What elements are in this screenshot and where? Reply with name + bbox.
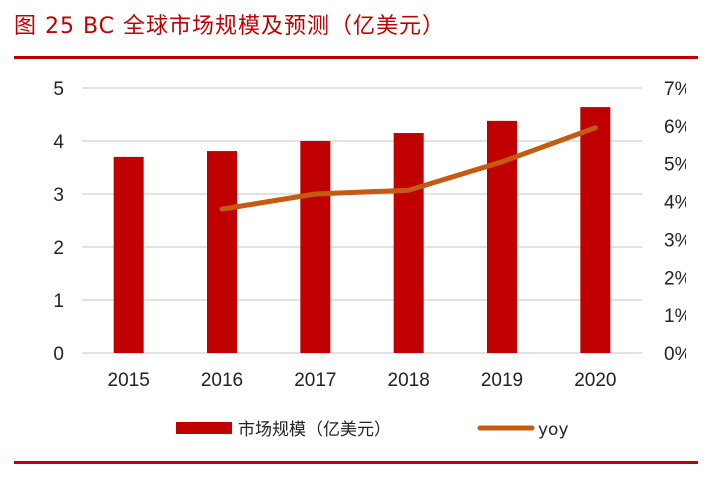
right-tick-label: 1% <box>664 306 692 327</box>
x-tick-label: 2017 <box>294 370 336 391</box>
bottom-rule <box>14 461 698 464</box>
yoy-line <box>219 125 598 212</box>
left-tick-label: 5 <box>53 79 64 100</box>
left-tick-label: 3 <box>53 185 64 206</box>
right-tick-label: 6% <box>664 117 692 138</box>
right-tick-label: 4% <box>664 193 692 214</box>
bar <box>393 133 424 353</box>
x-tick-label: 2018 <box>388 370 430 391</box>
legend-line-label: yoy <box>538 420 569 440</box>
left-tick-label: 1 <box>53 291 64 312</box>
bar <box>300 141 331 353</box>
figure-title: 图 25 BC 全球市场规模及预测（亿美元） <box>14 14 446 39</box>
x-tick-label: 2016 <box>201 370 243 391</box>
right-tick-label: 2% <box>664 268 692 289</box>
x-tick-label: 2019 <box>481 370 523 391</box>
legend-bar-swatch <box>176 422 232 434</box>
bar <box>207 151 237 353</box>
bar <box>113 156 144 353</box>
legend-bar-label: 市场规模（亿美元） <box>238 420 391 440</box>
x-tick-label: 2020 <box>574 370 616 391</box>
right-tick-label: 0% <box>664 344 692 365</box>
right-tick-label: 5% <box>664 155 692 176</box>
left-tick-label: 2 <box>53 238 64 259</box>
left-tick-label: 4 <box>53 132 64 153</box>
left-tick-label: 0 <box>53 344 64 365</box>
bar <box>580 107 611 353</box>
top-rule <box>14 56 698 59</box>
right-tick-label: 3% <box>664 230 692 251</box>
right-tick-label: 7% <box>664 79 692 100</box>
x-tick-label: 2015 <box>108 370 150 391</box>
